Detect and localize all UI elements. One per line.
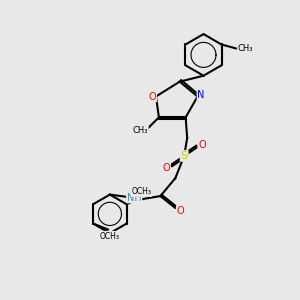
- Text: O: O: [198, 140, 206, 150]
- Text: O: O: [148, 92, 156, 101]
- Text: OCH₃: OCH₃: [100, 232, 119, 241]
- Text: S: S: [181, 151, 188, 161]
- Text: CH₃: CH₃: [132, 126, 148, 135]
- Text: O: O: [177, 206, 184, 216]
- Text: NH: NH: [127, 193, 142, 202]
- Text: OCH₃: OCH₃: [131, 187, 152, 196]
- Text: O: O: [163, 163, 170, 173]
- Text: CH₃: CH₃: [238, 44, 253, 53]
- Text: N: N: [197, 90, 205, 100]
